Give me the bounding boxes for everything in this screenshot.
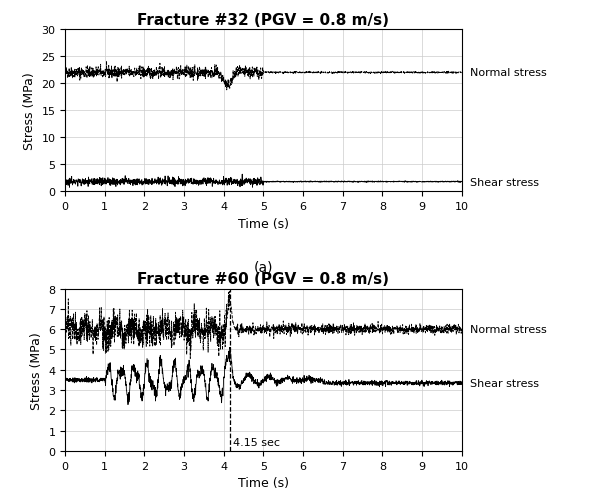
Text: Shear stress: Shear stress xyxy=(469,378,539,388)
Title: Fracture #60 (PGV = 0.8 m/s): Fracture #60 (PGV = 0.8 m/s) xyxy=(137,272,390,287)
Y-axis label: Stress (MPa): Stress (MPa) xyxy=(22,72,36,150)
Text: (a): (a) xyxy=(254,260,273,274)
Title: Fracture #32 (PGV = 0.8 m/s): Fracture #32 (PGV = 0.8 m/s) xyxy=(137,13,390,28)
Y-axis label: Stress (MPa): Stress (MPa) xyxy=(30,331,43,409)
Text: 4.15 sec: 4.15 sec xyxy=(233,437,280,447)
Text: Normal stress: Normal stress xyxy=(469,68,546,78)
Text: Shear stress: Shear stress xyxy=(469,177,539,187)
X-axis label: Time (s): Time (s) xyxy=(238,476,289,489)
Text: Normal stress: Normal stress xyxy=(469,325,546,335)
X-axis label: Time (s): Time (s) xyxy=(238,217,289,230)
